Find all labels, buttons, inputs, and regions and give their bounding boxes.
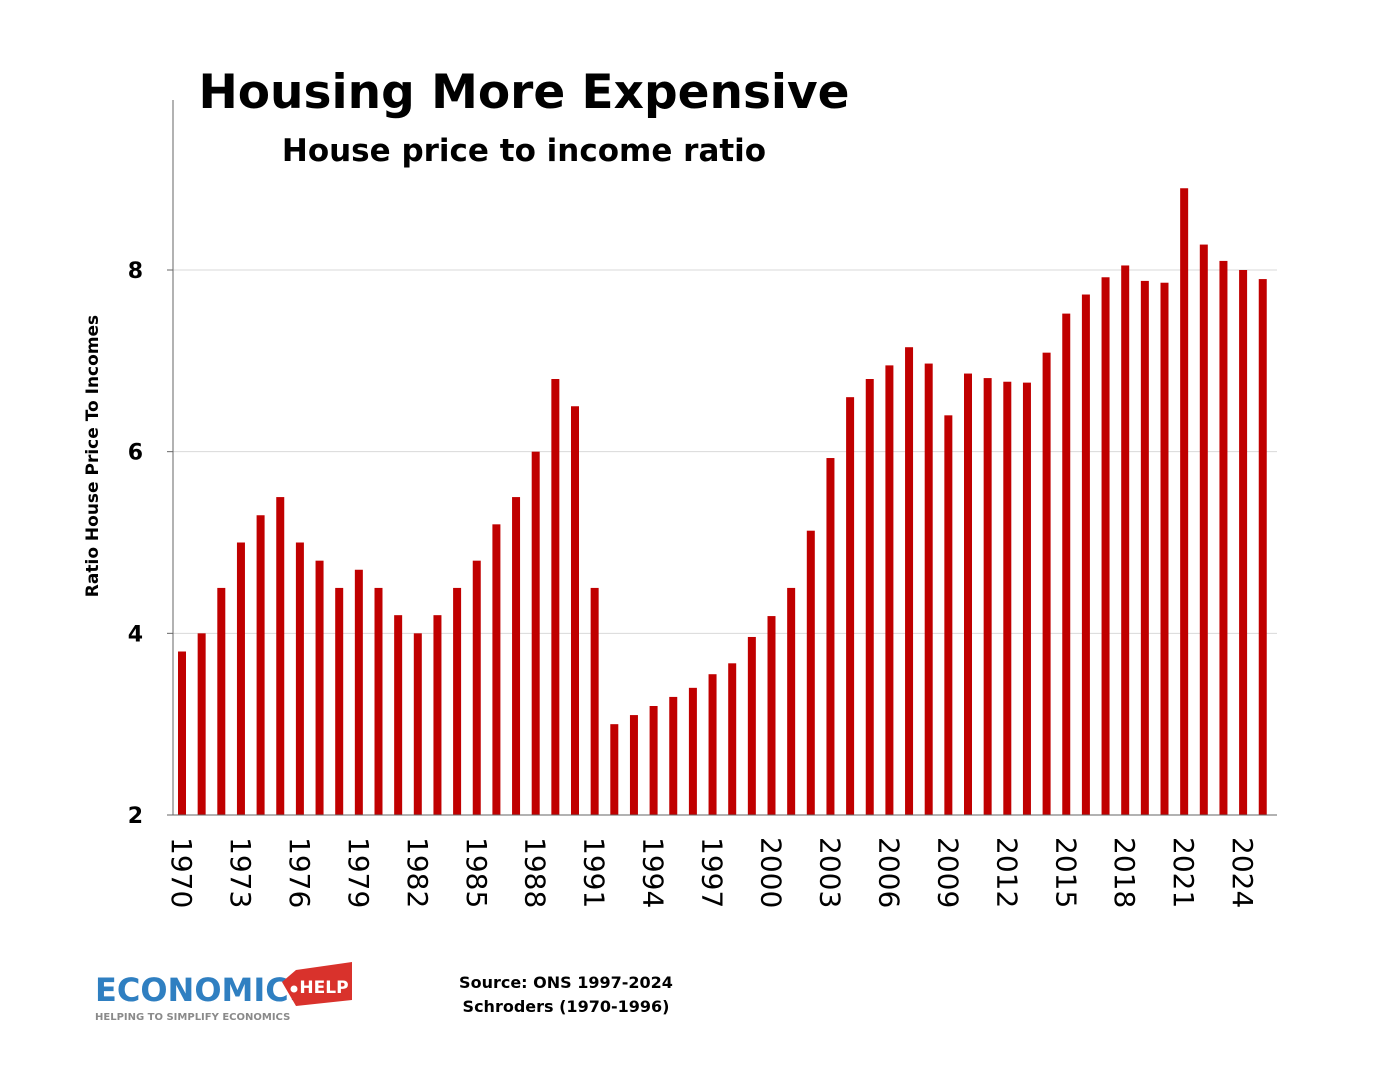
bar-1974 bbox=[256, 515, 265, 815]
bar-2018 bbox=[1121, 265, 1130, 816]
bar-2014 bbox=[1042, 352, 1051, 815]
bar-1997 bbox=[708, 674, 717, 815]
x-tick-label-2000: 2000 bbox=[755, 837, 788, 908]
bar-1993 bbox=[629, 715, 638, 815]
x-tick-label-2024: 2024 bbox=[1226, 837, 1259, 908]
bar-2016 bbox=[1081, 294, 1090, 815]
bar-1991 bbox=[590, 587, 599, 815]
bar-2001 bbox=[787, 587, 796, 815]
source-line-2: Schroders (1970-1996) bbox=[463, 997, 670, 1016]
axes bbox=[172, 100, 1277, 816]
bar-2022 bbox=[1199, 244, 1208, 815]
x-tick-labels: 1970 1973 1976 1979 1982 1985 1988 1991 1994 1997… bbox=[165, 837, 1259, 908]
bar-1996 bbox=[688, 687, 697, 815]
bar-1989 bbox=[551, 379, 560, 815]
bar-1977 bbox=[315, 560, 324, 815]
economics-help-logo: ECONOMICS HELP HELPING TO SIMPLIFY ECONO… bbox=[95, 962, 352, 1023]
bar-2002 bbox=[806, 530, 815, 815]
bar-2013 bbox=[1022, 382, 1031, 815]
x-tick-label-1994: 1994 bbox=[637, 837, 670, 908]
bar-1987 bbox=[512, 497, 521, 815]
bar-2015 bbox=[1062, 313, 1071, 815]
logo-tagline: HELPING TO SIMPLIFY ECONOMICS bbox=[95, 1012, 290, 1023]
bar-1994 bbox=[649, 706, 658, 815]
bar-2006 bbox=[885, 365, 894, 816]
chart-title: Housing More Expensive bbox=[198, 65, 849, 120]
bar-2020 bbox=[1160, 282, 1169, 816]
x-tick-label-2015: 2015 bbox=[1049, 837, 1082, 908]
bar-2009 bbox=[944, 415, 953, 815]
x-tick-label-2021: 2021 bbox=[1167, 837, 1200, 908]
x-tick-label-1976: 1976 bbox=[283, 837, 316, 908]
y-tick-label: 8 bbox=[128, 259, 143, 284]
logo-tag-hole bbox=[290, 985, 298, 993]
y-tick-label: 4 bbox=[128, 622, 143, 647]
bar-1980 bbox=[374, 587, 383, 815]
bar-1983 bbox=[433, 615, 442, 815]
source-line-1: Source: ONS 1997-2024 bbox=[459, 973, 673, 992]
bar-1986 bbox=[492, 524, 501, 815]
bar-1992 bbox=[610, 724, 619, 815]
x-tick-label-1991: 1991 bbox=[578, 837, 611, 908]
logo-tag-shape bbox=[282, 962, 352, 1006]
x-tick-label-2009: 2009 bbox=[931, 837, 964, 908]
bar-2025 bbox=[1258, 279, 1267, 816]
bar-2010 bbox=[964, 373, 972, 815]
chart-subtitle: House price to income ratio bbox=[282, 133, 766, 169]
bar-2011 bbox=[983, 378, 992, 815]
bar-1971 bbox=[197, 633, 206, 815]
bar-1995 bbox=[669, 696, 678, 815]
logo-tag: HELP bbox=[299, 978, 348, 998]
x-tick-label-2006: 2006 bbox=[872, 837, 905, 908]
x-tick-label-2003: 2003 bbox=[813, 837, 846, 908]
x-tick-label-1985: 1985 bbox=[460, 837, 493, 908]
logo-word: ECONOMICS bbox=[95, 971, 312, 1009]
gridlines bbox=[173, 269, 1277, 634]
x-tick-label-1970: 1970 bbox=[165, 837, 198, 908]
y-tick-label: 2 bbox=[128, 804, 143, 829]
x-tick-label-1988: 1988 bbox=[519, 837, 552, 908]
bar-2017 bbox=[1101, 277, 1110, 815]
bar-2003 bbox=[826, 458, 835, 815]
bar-1990 bbox=[571, 406, 579, 815]
bar-1999 bbox=[747, 636, 756, 815]
x-tick-label-2018: 2018 bbox=[1108, 837, 1141, 908]
x-tick-label-2012: 2012 bbox=[990, 837, 1023, 908]
y-tick-label: 6 bbox=[128, 441, 143, 466]
bar-1970 bbox=[178, 651, 186, 815]
x-tick-label-1997: 1997 bbox=[696, 837, 729, 908]
bar-2012 bbox=[1003, 381, 1012, 815]
bar-2000 bbox=[767, 616, 776, 815]
bar-2004 bbox=[846, 397, 855, 815]
bar-1973 bbox=[236, 542, 245, 815]
bar-1988 bbox=[531, 451, 540, 815]
x-tick-label-1979: 1979 bbox=[342, 837, 375, 908]
y-axis-label: Ratio House Price To Incomes bbox=[83, 315, 103, 597]
bar-2007 bbox=[905, 347, 914, 815]
bar-2019 bbox=[1140, 280, 1149, 815]
y-tick-labels: 2 4 6 8 bbox=[128, 259, 173, 829]
bar-1976 bbox=[295, 542, 304, 815]
bar-1975 bbox=[276, 497, 285, 815]
bar-2021 bbox=[1180, 188, 1189, 815]
bars bbox=[178, 188, 1267, 816]
bar-1981 bbox=[394, 615, 403, 815]
bar-1982 bbox=[413, 633, 422, 815]
bar-2005 bbox=[865, 379, 874, 815]
bar-1984 bbox=[453, 587, 462, 815]
bar-2008 bbox=[924, 363, 933, 815]
x-tick-label-1973: 1973 bbox=[224, 837, 257, 908]
bar-2023 bbox=[1219, 260, 1228, 815]
bar-1998 bbox=[728, 663, 737, 815]
bar-2024 bbox=[1239, 270, 1248, 815]
bar-1979 bbox=[354, 569, 363, 815]
bar-1985 bbox=[472, 560, 481, 815]
x-tick-label-1982: 1982 bbox=[401, 837, 434, 908]
bar-1972 bbox=[217, 587, 226, 815]
bar-1978 bbox=[335, 587, 344, 815]
